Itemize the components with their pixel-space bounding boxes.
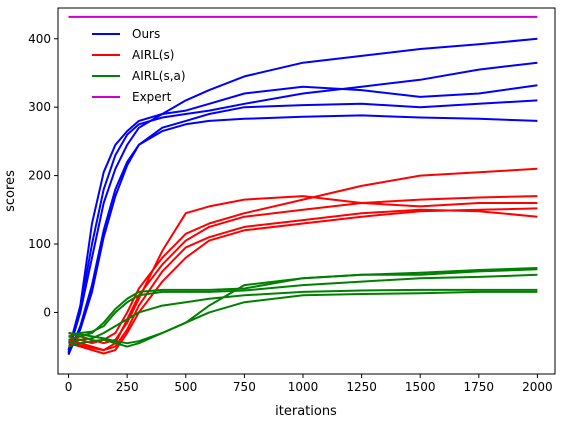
x-axis-label: iterations: [275, 404, 337, 419]
series-line-1-run-1: [67, 84, 538, 351]
x-tick-label: 1750: [464, 380, 495, 394]
series-line-3-run-3: [68, 288, 538, 345]
series-line-2-run-3: [68, 207, 538, 355]
x-tick-label: 1000: [288, 380, 319, 394]
legend-label: AIRL(s,a): [132, 69, 186, 83]
legend: Ours AIRL(s) AIRL(s,a) Expert: [92, 27, 186, 104]
y-axis-label: scores: [3, 170, 18, 212]
series-line-1-run-4: [67, 114, 538, 356]
y-tick-label: 100: [28, 237, 51, 251]
x-tick-label: 750: [233, 380, 256, 394]
series-line-1-run-2: [67, 61, 538, 354]
x-tick-label: 1500: [405, 380, 436, 394]
legend-label: Ours: [132, 27, 160, 41]
y-tick-label: 200: [28, 169, 51, 183]
x-axis-ticks: 0 250 500 750 1000 1250 1500 1750 2000: [65, 374, 553, 394]
y-tick-label: 300: [28, 100, 51, 114]
x-tick-label: 500: [174, 380, 197, 394]
plot-frame: [57, 7, 556, 375]
series-layer: [67, 15, 538, 356]
x-tick-label: 1250: [346, 380, 377, 394]
legend-label: AIRL(s): [132, 48, 174, 62]
x-tick-label: 0: [65, 380, 73, 394]
series-line-1-run-5: [67, 99, 538, 354]
series-line-3-run-2: [68, 273, 538, 338]
y-tick-label: 400: [28, 32, 51, 46]
series-line-1-run-3: [67, 37, 538, 353]
y-axis-ticks: 0 100 200 300 400: [28, 32, 58, 319]
series-line-3-run-5: [68, 268, 538, 345]
x-tick-label: 250: [116, 380, 139, 394]
legend-label: Expert: [132, 90, 172, 104]
y-tick-label: 0: [43, 305, 51, 319]
series-line-2-run-4: [68, 208, 538, 352]
x-tick-label: 2000: [522, 380, 553, 394]
